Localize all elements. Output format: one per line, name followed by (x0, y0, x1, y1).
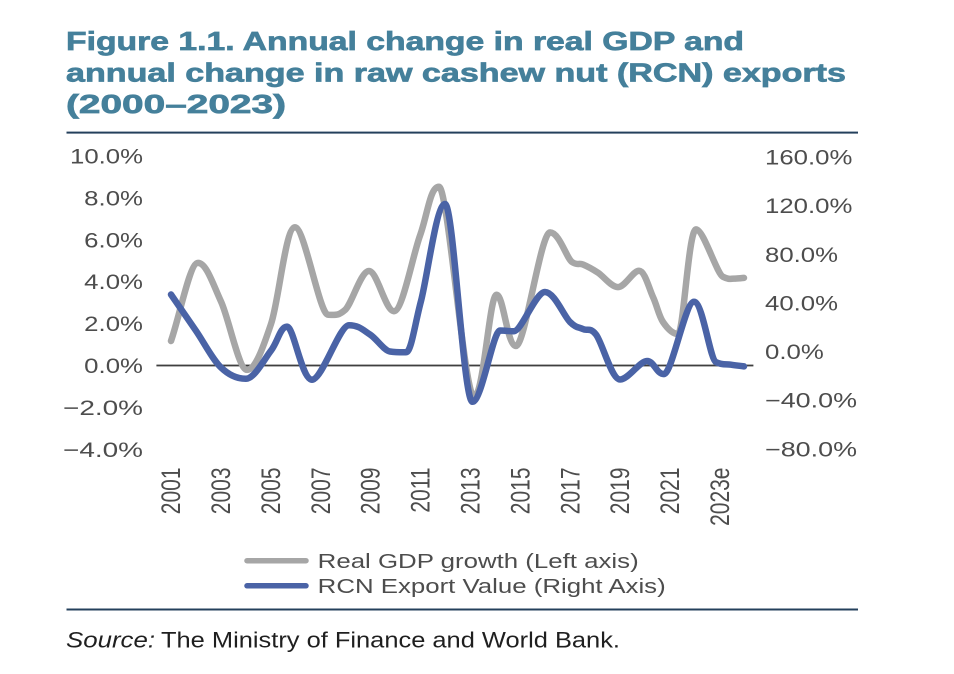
svg-text:annual change in raw cashew nu: annual change in raw cashew nut (RCN) ex… (66, 58, 846, 88)
svg-text:(2000–2023): (2000–2023) (66, 89, 286, 119)
svg-text:160.0%: 160.0% (765, 147, 852, 170)
svg-text:4.0%: 4.0% (84, 271, 143, 294)
svg-text:80.0%: 80.0% (765, 244, 838, 267)
svg-text:0.0%: 0.0% (765, 341, 824, 364)
svg-text:−40.0%: −40.0% (765, 390, 857, 413)
svg-text:2013: 2013 (456, 468, 486, 515)
svg-text:6.0%: 6.0% (84, 229, 143, 252)
svg-text:2005: 2005 (257, 468, 287, 515)
svg-text:Source:: Source: (66, 628, 155, 653)
svg-text:−80.0%: −80.0% (765, 438, 857, 461)
svg-text:−4.0%: −4.0% (63, 439, 143, 462)
svg-text:RCN Export Value (Right Axis): RCN Export Value (Right Axis) (318, 576, 666, 598)
svg-text:2001: 2001 (157, 468, 187, 515)
svg-text:40.0%: 40.0% (765, 292, 838, 315)
svg-text:2021: 2021 (656, 468, 686, 515)
svg-text:Figure 1.1. Annual change in r: Figure 1.1. Annual change in real GDP an… (66, 26, 744, 56)
svg-text:2015: 2015 (506, 468, 536, 515)
svg-text:2009: 2009 (356, 468, 386, 515)
svg-text:2019: 2019 (606, 468, 636, 515)
svg-text:120.0%: 120.0% (765, 195, 852, 218)
svg-text:2011: 2011 (406, 468, 436, 513)
svg-text:2.0%: 2.0% (84, 313, 143, 336)
svg-text:The Ministry of Finance and Wo: The Ministry of Finance and World Bank. (161, 628, 620, 653)
svg-text:8.0%: 8.0% (84, 187, 143, 210)
svg-text:10.0%: 10.0% (70, 146, 143, 169)
svg-text:2003: 2003 (207, 468, 237, 515)
svg-text:0.0%: 0.0% (84, 355, 143, 378)
svg-text:2017: 2017 (556, 468, 586, 515)
svg-text:Real GDP growth (Left axis): Real GDP growth (Left axis) (318, 551, 639, 573)
svg-text:2007: 2007 (306, 468, 336, 515)
svg-text:2023e: 2023e (706, 468, 736, 526)
svg-text:−2.0%: −2.0% (63, 397, 143, 420)
